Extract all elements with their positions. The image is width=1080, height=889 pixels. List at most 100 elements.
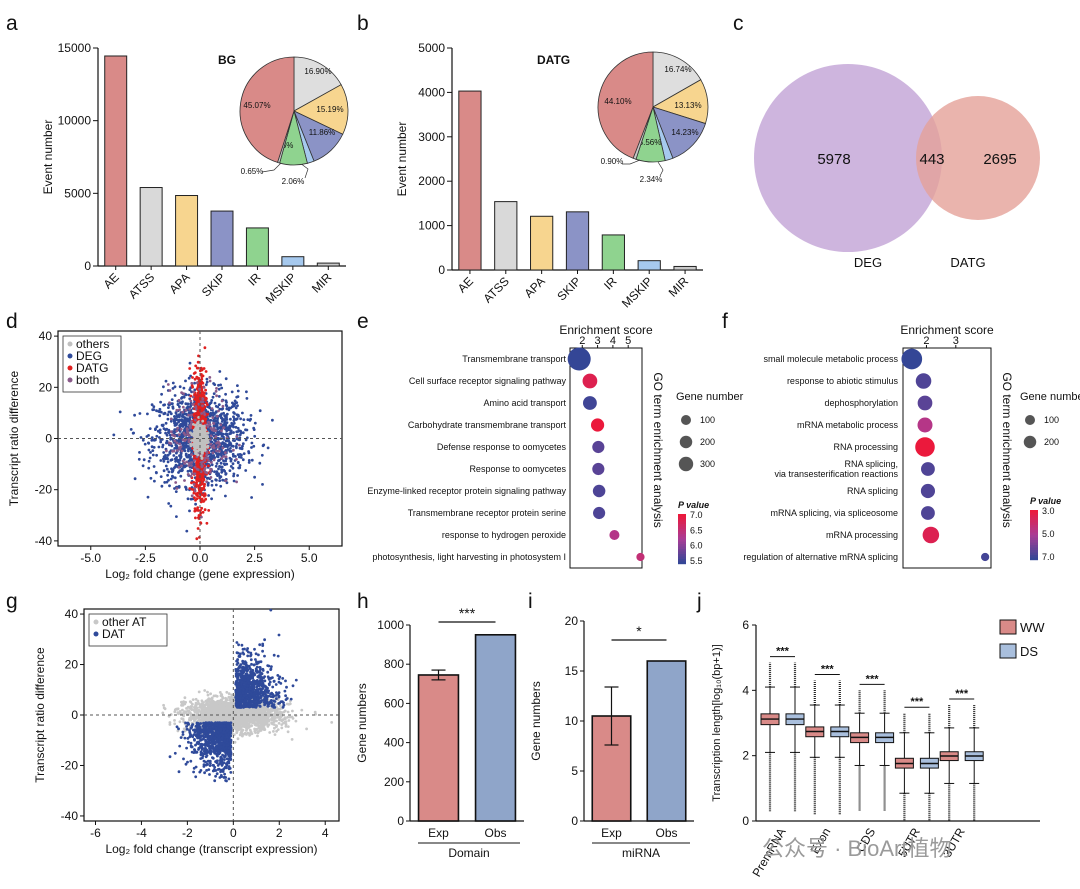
point-deg	[167, 410, 171, 414]
point-both	[203, 467, 207, 470]
point-other-at	[300, 708, 304, 712]
point-deg	[217, 430, 220, 434]
point-deg	[210, 440, 214, 444]
point-deg	[207, 494, 211, 497]
point-both	[181, 438, 185, 442]
point-other	[195, 449, 199, 453]
point-other	[200, 433, 203, 436]
bar-atss	[494, 201, 518, 271]
point-deg	[147, 441, 150, 445]
go-term-label: Response to oomycetes	[469, 464, 566, 474]
point-both	[175, 487, 179, 490]
point-both	[181, 410, 185, 414]
point-deg	[225, 481, 229, 485]
pie-leader-line	[657, 161, 664, 177]
point-other-at	[167, 714, 171, 718]
point-deg	[168, 403, 171, 407]
point-deg	[152, 405, 156, 409]
point-deg	[224, 392, 228, 396]
point-deg	[133, 413, 137, 417]
y-tick-label: 0	[438, 263, 445, 277]
point-both	[203, 459, 207, 462]
point-deg	[187, 376, 191, 380]
point-deg	[239, 417, 243, 421]
point-deg	[173, 420, 177, 424]
point-datg	[195, 537, 199, 541]
x-tick-label: 2.5	[246, 551, 263, 565]
point-deg	[182, 395, 186, 399]
legend-marker	[67, 341, 73, 347]
point-both	[201, 397, 205, 401]
bar-skip	[210, 210, 234, 267]
point-datg	[194, 516, 197, 520]
point-deg	[143, 442, 147, 446]
point-deg	[241, 431, 245, 435]
enrichment-bubble	[917, 417, 933, 433]
point-deg	[171, 381, 175, 385]
bar-ae	[104, 55, 128, 267]
point-datg	[207, 464, 210, 468]
legend-marker	[67, 365, 73, 371]
pie-slice-label: 8.56%	[639, 138, 662, 147]
point-deg	[174, 411, 178, 414]
point-both	[235, 458, 238, 461]
size-legend-marker	[1025, 415, 1035, 425]
point-other	[201, 451, 204, 455]
point-deg	[244, 438, 248, 442]
go-term-label: mRNA metabolic process	[797, 420, 899, 430]
point-deg	[189, 428, 193, 432]
color-legend-swatch	[678, 549, 686, 552]
point-deg	[189, 457, 193, 461]
point-deg	[242, 452, 246, 455]
point-deg	[154, 427, 157, 431]
point-deg	[235, 417, 239, 421]
point-deg	[224, 423, 228, 427]
point-deg	[131, 431, 135, 435]
point-deg	[232, 421, 236, 425]
x-tick-label: AE	[101, 270, 122, 291]
point-deg	[181, 421, 185, 425]
point-deg	[159, 475, 163, 478]
point-both	[169, 430, 173, 434]
panel-label-i: i	[528, 590, 533, 613]
x-tick-label: 5.0	[301, 551, 318, 565]
point-both	[221, 446, 225, 450]
point-deg	[245, 390, 248, 394]
x-tick-label: 4	[610, 335, 616, 347]
bar-apa	[530, 215, 554, 271]
point-deg	[183, 465, 187, 469]
point-both	[181, 459, 185, 463]
point-deg	[147, 459, 151, 463]
y-tick-label: 10000	[58, 114, 92, 128]
x-tick-label: IR	[245, 270, 264, 289]
point-deg	[164, 431, 168, 435]
point-other-at	[181, 703, 185, 707]
point-deg	[224, 459, 228, 463]
color-legend-tick: 7.0	[1042, 552, 1055, 562]
point-deg	[231, 466, 235, 470]
point-other	[197, 420, 201, 424]
point-datg	[200, 368, 204, 372]
point-both	[189, 399, 193, 403]
point-deg	[232, 415, 235, 419]
point-deg	[180, 467, 184, 471]
point-both	[202, 386, 206, 389]
point-deg	[166, 453, 170, 457]
pie-slice-label: 16.90%	[304, 67, 331, 76]
pie-slice-label: 0.90%	[601, 157, 624, 166]
point-deg	[241, 458, 245, 462]
point-both	[175, 408, 179, 412]
point-deg	[168, 452, 172, 455]
pie-slice-label: 16.74%	[664, 65, 691, 74]
point-both	[187, 438, 191, 442]
x-tick-label: MSKIP	[619, 274, 655, 310]
enrichment-bubble	[922, 526, 940, 544]
point-both	[211, 451, 215, 455]
point-other-at	[330, 721, 334, 724]
point-deg	[181, 424, 185, 428]
point-other-at	[286, 710, 290, 714]
point-other-at	[197, 716, 201, 719]
point-deg	[224, 377, 228, 381]
y-axis-label: Event number	[395, 122, 409, 197]
point-datg	[197, 514, 201, 517]
